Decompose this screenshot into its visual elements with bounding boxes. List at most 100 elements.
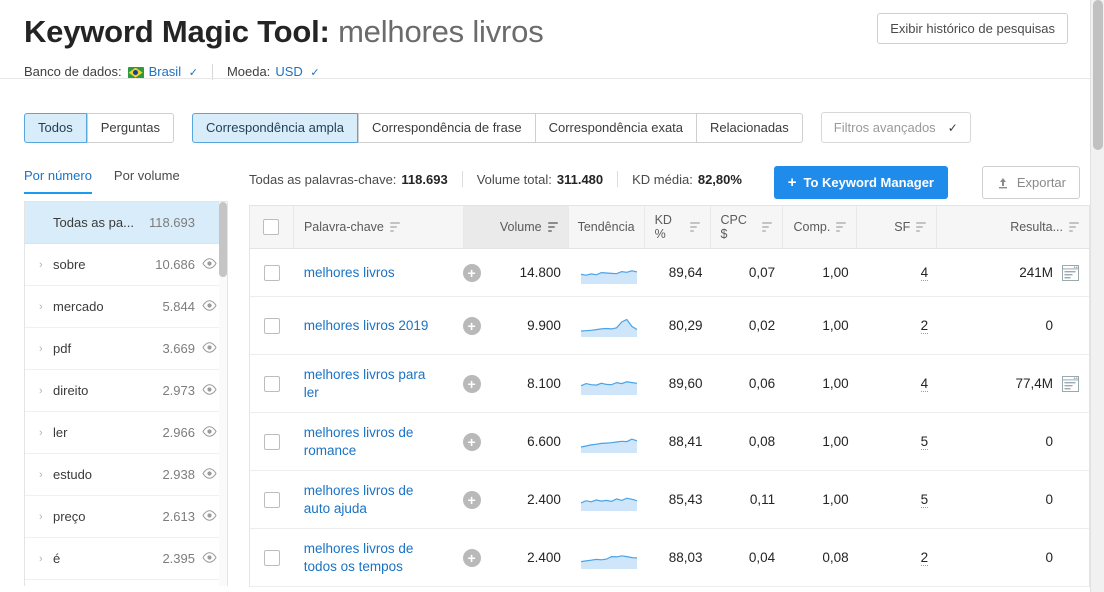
eye-icon[interactable] <box>195 509 217 524</box>
select-all-checkbox[interactable] <box>263 219 280 235</box>
add-keyword-icon[interactable]: + <box>462 263 481 282</box>
eye-icon[interactable] <box>195 257 217 272</box>
results-cell: 0 <box>938 413 1089 470</box>
volume-cell: 8.100 <box>527 376 561 391</box>
filter-tab-todos[interactable]: Todos <box>24 112 87 143</box>
column-header-comp[interactable]: Comp. <box>783 206 858 248</box>
sidebar-group-list: Todas as pa... 118.693 › sobre 10.686 › mercad… <box>24 201 228 586</box>
filter-tab-perguntas[interactable]: Perguntas <box>86 112 174 143</box>
advanced-filters-dropdown[interactable]: Filtros avançados ✓ <box>820 112 971 143</box>
sidebar-item-label: mercado <box>53 299 104 314</box>
serp-preview-icon[interactable] <box>1062 375 1079 392</box>
chevron-right-icon[interactable]: › <box>39 510 43 523</box>
column-header-kd[interactable]: KD % <box>645 206 711 248</box>
column-header-sf[interactable]: SF <box>857 206 938 248</box>
eye-icon[interactable] <box>195 425 217 440</box>
keyword-link[interactable]: melhores livros <box>303 264 395 280</box>
page-scrollbar-thumb[interactable] <box>1093 0 1103 150</box>
sidebar-item[interactable]: › preço 2.613 <box>25 496 227 538</box>
keyword-link[interactable]: melhores livros de todos os tempos <box>303 540 414 574</box>
row-checkbox[interactable] <box>263 491 280 508</box>
cpc-cell: 0,02 <box>748 318 776 333</box>
row-checkbox[interactable] <box>263 264 280 281</box>
row-select-cell <box>250 471 294 528</box>
to-keyword-manager-button[interactable]: + To Keyword Manager <box>773 166 948 199</box>
add-keyword-icon[interactable]: + <box>462 374 481 393</box>
sidebar-item-label: estudo <box>53 467 93 482</box>
eye-icon[interactable] <box>195 551 217 566</box>
trend-cell <box>571 471 647 528</box>
row-checkbox[interactable] <box>263 375 280 392</box>
chevron-right-icon[interactable]: › <box>39 552 43 565</box>
sidebar-scrollbar[interactable] <box>219 202 227 586</box>
keyword-link[interactable]: melhores livros de auto ajuda <box>303 482 414 516</box>
results-cell: 0 <box>938 297 1089 354</box>
eye-icon[interactable] <box>195 341 217 356</box>
results-cell: 0 <box>938 529 1089 586</box>
sidebar-tab-por-volume[interactable]: Por volume <box>113 168 180 183</box>
trend-cell <box>571 249 647 296</box>
table-row: melhores livros de romance +6.600 88,41 0,0… <box>249 413 1090 471</box>
chevron-right-icon[interactable]: › <box>39 300 43 313</box>
sort-icon <box>389 222 400 232</box>
eye-icon[interactable] <box>195 299 217 314</box>
add-keyword-icon[interactable]: + <box>462 548 481 567</box>
filter-tab-correspondencia-ampla[interactable]: Correspondência ampla <box>191 112 358 143</box>
sf-value[interactable]: 2 <box>920 549 929 566</box>
export-button[interactable]: Exportar <box>981 166 1080 199</box>
add-keyword-cell: + <box>453 249 481 296</box>
database-selector[interactable]: Brasil ✓ <box>149 64 198 79</box>
row-checkbox[interactable] <box>263 317 280 334</box>
column-header-results[interactable]: Resulta... <box>937 206 1089 248</box>
eye-icon[interactable] <box>195 467 217 482</box>
sidebar-item[interactable]: Todas as pa... 118.693 <box>25 202 227 244</box>
row-checkbox[interactable] <box>263 433 280 450</box>
trend-cell <box>571 355 647 412</box>
sidebar-item[interactable]: › mercado 5.844 <box>25 286 227 328</box>
sf-value[interactable]: 5 <box>920 491 929 508</box>
header-divider <box>0 78 1090 79</box>
sidebar-item[interactable]: › é 2.395 <box>25 538 227 580</box>
competition-cell: 1,00 <box>822 492 849 507</box>
add-keyword-icon[interactable]: + <box>462 432 481 451</box>
search-history-button[interactable]: Exibir histórico de pesquisas <box>877 13 1068 44</box>
sidebar-scrollbar-thumb[interactable] <box>219 202 227 277</box>
sidebar-item[interactable]: › sobre 10.686 <box>25 244 227 286</box>
keyword-link[interactable]: melhores livros para ler <box>303 366 426 400</box>
keyword-link[interactable]: melhores livros de romance <box>303 424 414 458</box>
chevron-right-icon[interactable]: › <box>39 426 43 439</box>
sf-value[interactable]: 5 <box>920 433 929 450</box>
page-scrollbar[interactable] <box>1090 0 1104 592</box>
filter-tab-correspondencia-exata[interactable]: Correspondência exata <box>535 112 698 143</box>
chevron-right-icon[interactable]: › <box>39 384 43 397</box>
keyword-cell: melhores livros de romance <box>294 413 453 470</box>
currency-selector[interactable]: USD ✓ <box>275 64 319 79</box>
chevron-right-icon[interactable]: › <box>39 468 43 481</box>
column-header-keyword[interactable]: Palavra-chave <box>294 206 464 248</box>
sf-value[interactable]: 4 <box>920 264 929 281</box>
sidebar-item[interactable]: › pdf 3.669 <box>25 328 227 370</box>
sf-value[interactable]: 4 <box>920 375 929 392</box>
column-header-cpc[interactable]: CPC $ <box>711 206 784 248</box>
sidebar-item[interactable]: › estudo 2.938 <box>25 454 227 496</box>
trend-cell <box>571 529 647 586</box>
chevron-right-icon[interactable]: › <box>39 258 43 271</box>
sidebar-item-count: 118.693 <box>148 215 195 230</box>
row-checkbox[interactable] <box>263 549 280 566</box>
add-keyword-icon[interactable]: + <box>462 490 481 509</box>
column-header-volume[interactable]: Volume <box>463 206 569 248</box>
page-header: Keyword Magic Tool: melhores livros Banc… <box>0 0 1104 80</box>
add-keyword-icon[interactable]: + <box>462 316 481 335</box>
all-keywords-label: Todas as palavras-chave: <box>249 171 397 187</box>
sidebar-item[interactable]: › ler 2.966 <box>25 412 227 454</box>
sf-value[interactable]: 2 <box>920 317 929 334</box>
sidebar-item[interactable]: › direito 2.973 <box>25 370 227 412</box>
serp-preview-icon[interactable] <box>1062 264 1079 281</box>
chevron-right-icon[interactable]: › <box>39 342 43 355</box>
eye-icon[interactable] <box>195 383 217 398</box>
keyword-link[interactable]: melhores livros 2019 <box>303 317 429 333</box>
filter-tab-correspondencia-de-frase[interactable]: Correspondência de frase <box>358 112 536 143</box>
sidebar-tab-por-numero[interactable]: Por número <box>24 168 92 194</box>
to-keyword-manager-label: To Keyword Manager <box>803 175 934 190</box>
filter-tab-relacionadas[interactable]: Relacionadas <box>697 112 803 143</box>
